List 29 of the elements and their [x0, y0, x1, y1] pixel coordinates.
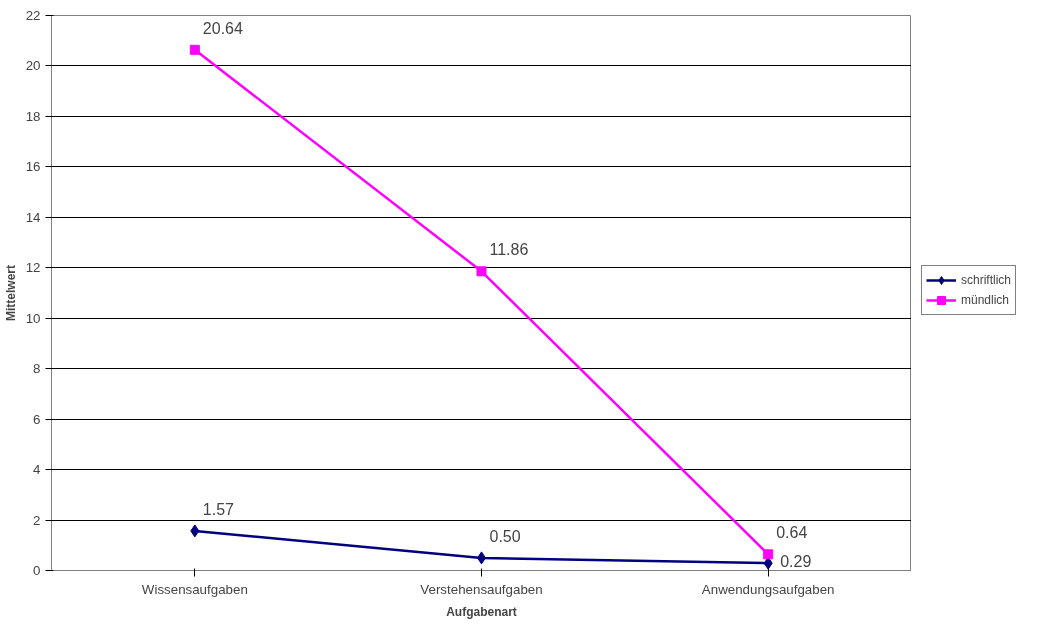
- point: [190, 524, 200, 538]
- data-label: 11.86: [489, 241, 529, 259]
- y-tick-label: 0: [33, 563, 41, 578]
- y-tick-label: 18: [25, 108, 41, 124]
- data-label: 1.57: [202, 500, 235, 518]
- y-tick-label: 14: [25, 209, 42, 225]
- y-tick-label: 16: [25, 159, 41, 175]
- y-tick-label: 22: [25, 8, 41, 23]
- y-tick-label: 20: [25, 58, 41, 74]
- y-tick-label: 4: [33, 462, 42, 478]
- point: [763, 549, 774, 560]
- data-label: 0.50: [489, 527, 521, 545]
- y-tick-label: 8: [33, 361, 41, 377]
- y-tick-label: 6: [33, 411, 41, 427]
- y-axis-title: Mittelwert: [3, 264, 18, 321]
- data-label: 20.64: [202, 19, 243, 37]
- x-axis-title: Aufgabenart: [446, 604, 517, 619]
- y-tick-label: 10: [25, 310, 41, 326]
- data-label: 0.64: [776, 524, 808, 542]
- y-tick-label: 12: [25, 260, 41, 276]
- x-tick-label: Anwendungsaufgaben: [701, 581, 835, 597]
- data-label: 0.29: [780, 553, 812, 571]
- point: [476, 266, 487, 277]
- x-tick-label: Wissensaufgaben: [141, 581, 248, 597]
- point: [189, 44, 200, 55]
- y-tick-label: 2: [33, 512, 41, 528]
- x-tick-label: Verstehensaufgaben: [420, 581, 543, 597]
- legend-label: schriftlich: [961, 272, 1012, 287]
- legend-label: mündlich: [961, 292, 1010, 307]
